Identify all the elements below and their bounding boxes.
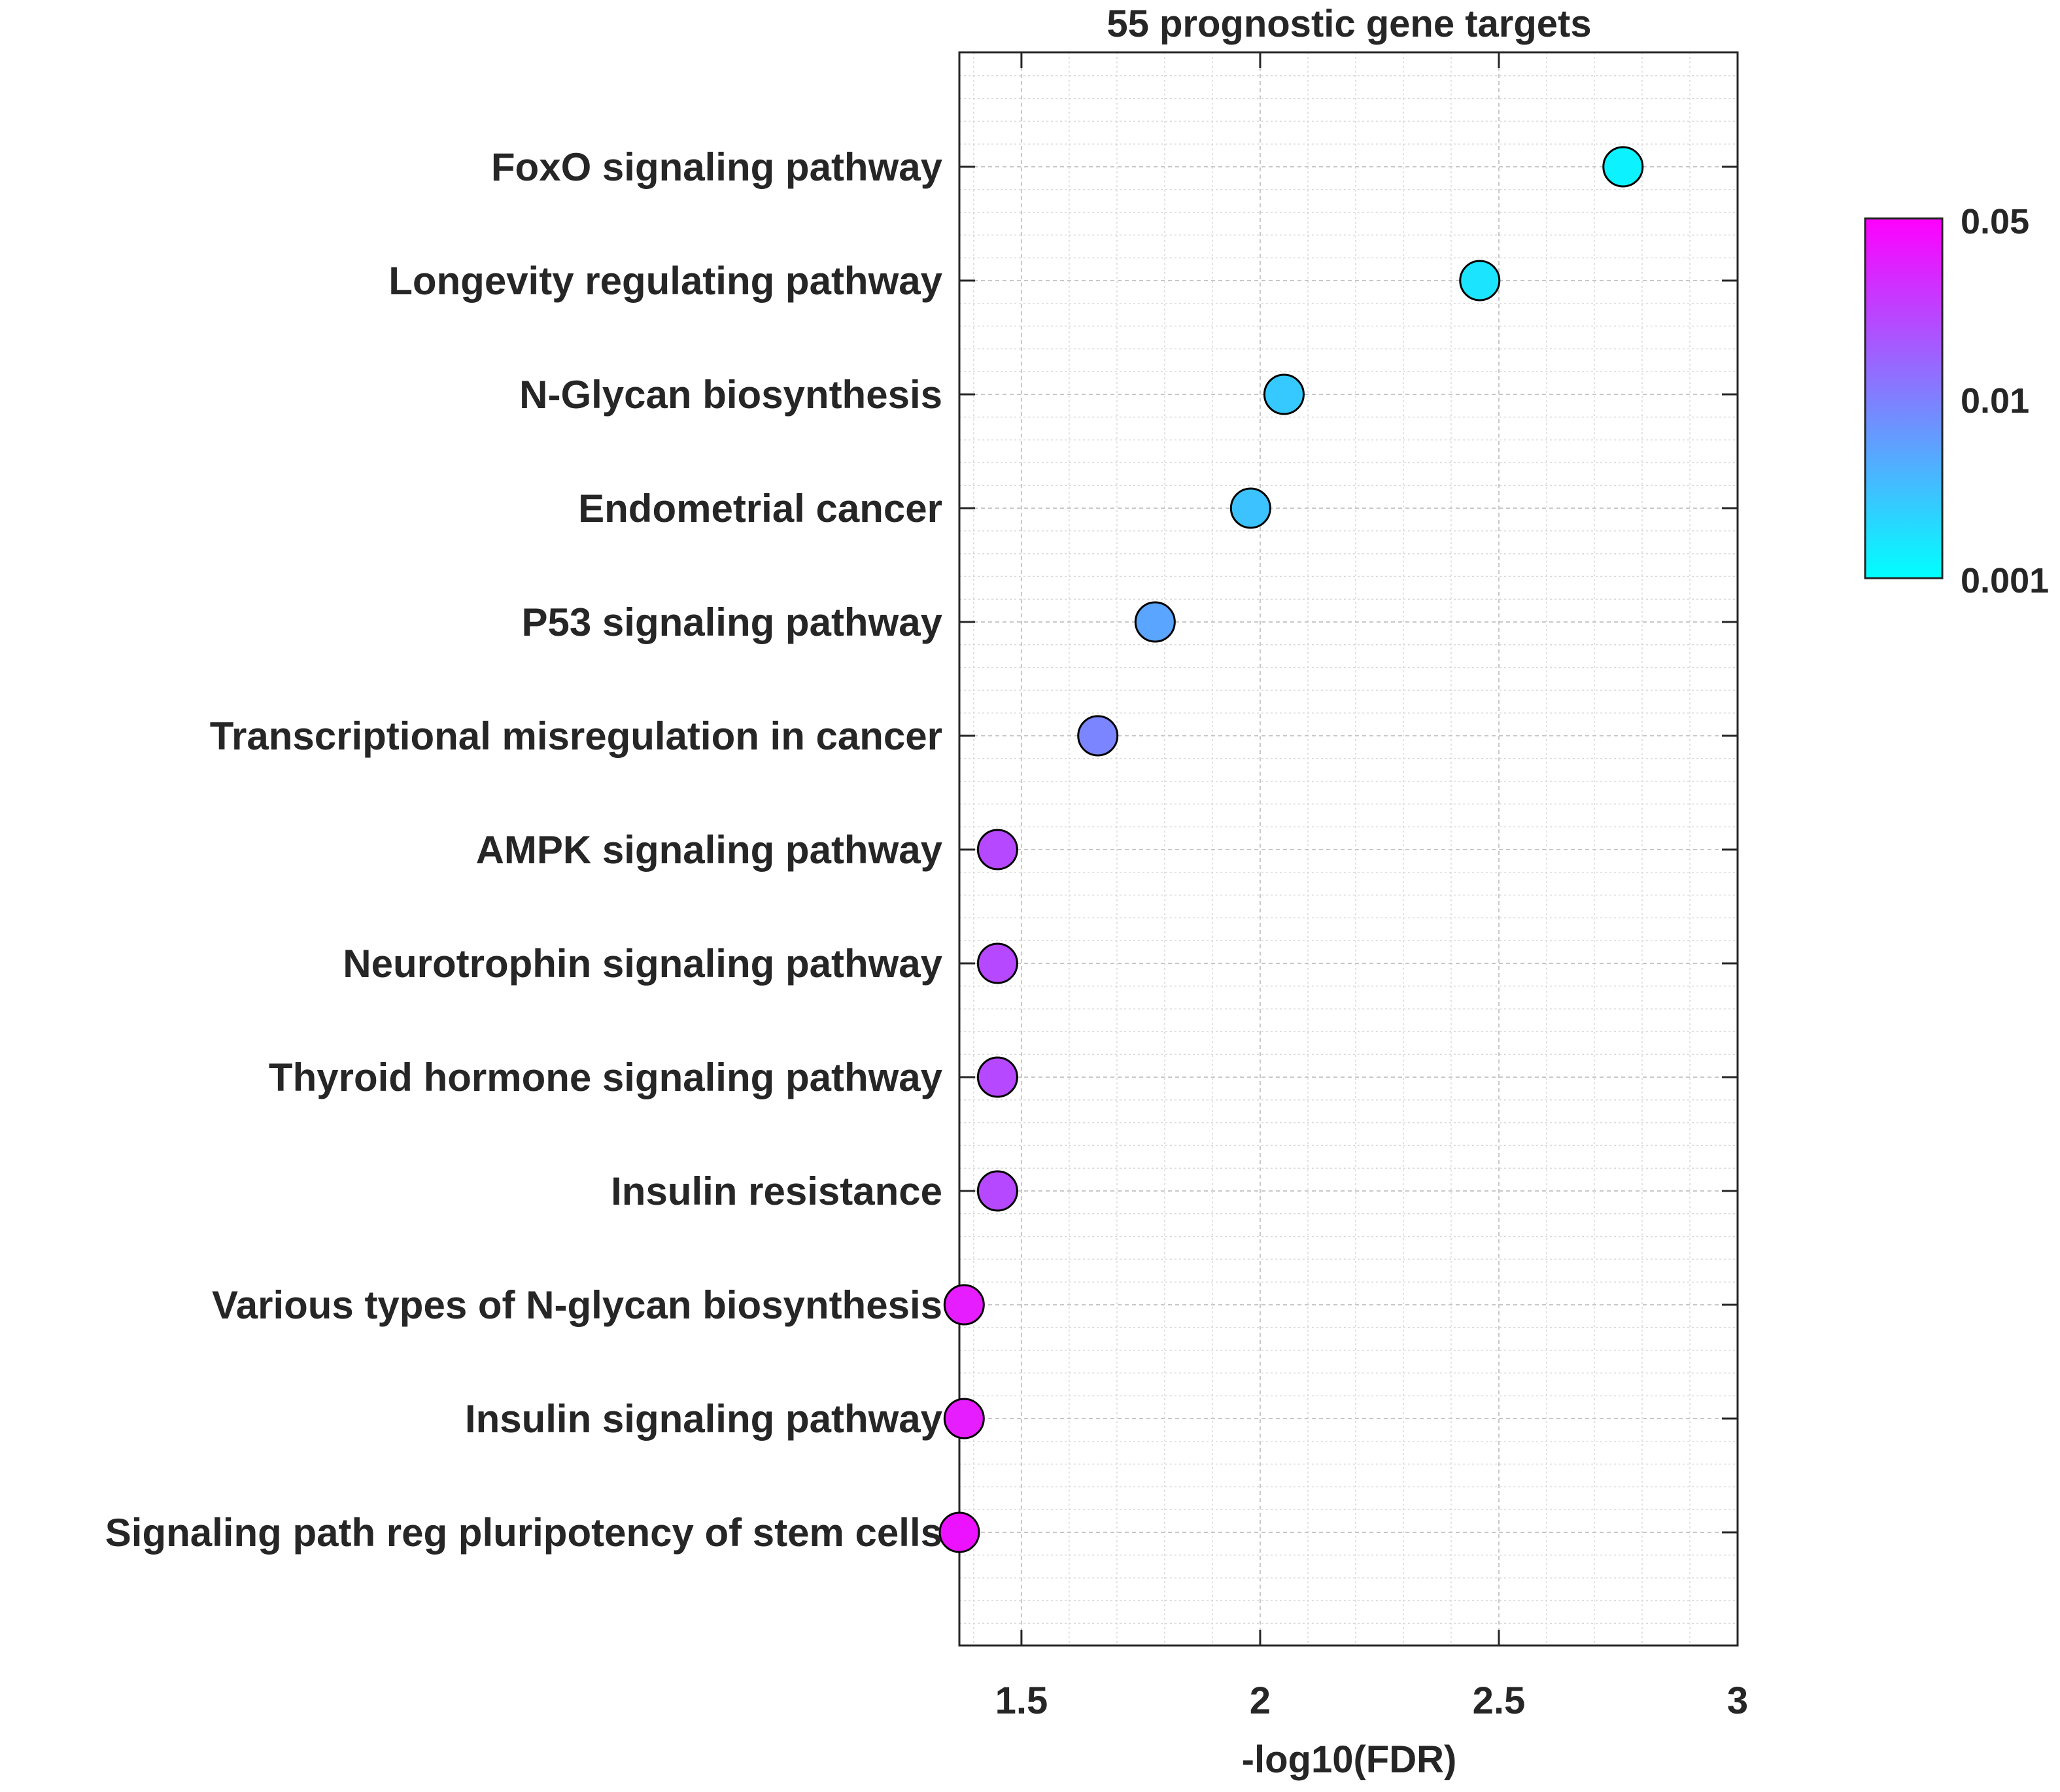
y-category-label: P53 signaling pathway — [521, 600, 942, 644]
data-point[interactable] — [938, 1511, 980, 1553]
y-category-label: Insulin signaling pathway — [465, 1397, 943, 1441]
data-point[interactable] — [943, 1398, 985, 1439]
chart-title: 55 prognostic gene targets — [1107, 3, 1591, 45]
y-category-label: Neurotrophin signaling pathway — [343, 942, 942, 986]
data-point[interactable] — [976, 1170, 1018, 1212]
y-category-label: Longevity regulating pathway — [388, 259, 942, 303]
y-category-label: Transcriptional misregulation in cancer — [210, 714, 942, 758]
y-category-label: Thyroid hormone signaling pathway — [269, 1056, 943, 1099]
plot-frame — [958, 51, 1739, 1647]
data-point[interactable] — [1077, 715, 1119, 757]
x-tick-label: 2.5 — [1473, 1680, 1526, 1722]
data-point[interactable] — [1459, 260, 1501, 302]
data-point[interactable] — [976, 942, 1018, 984]
y-category-label: Endometrial cancer — [578, 487, 942, 530]
x-tick-label: 2 — [1250, 1680, 1271, 1722]
y-axis-category-labels: FoxO signaling pathway Longevity regulati… — [105, 145, 943, 1555]
data-point[interactable] — [943, 1284, 985, 1326]
data-point[interactable] — [976, 1056, 1018, 1098]
data-point[interactable] — [1602, 146, 1644, 188]
y-category-label: Insulin resistance — [611, 1169, 942, 1213]
data-point[interactable] — [1134, 601, 1176, 643]
colorbar-label-top: 0.05 — [1961, 202, 2029, 241]
x-axis-label: -log10(FDR) — [1242, 1738, 1457, 1781]
y-category-label: Various types of N-glycan biosynthesis — [212, 1283, 942, 1327]
data-point[interactable] — [1263, 373, 1305, 415]
y-category-label: Signaling path reg pluripotency of stem … — [105, 1511, 942, 1555]
x-tick-label: 3 — [1727, 1680, 1748, 1722]
data-point[interactable] — [1229, 487, 1271, 529]
colorbar-label-mid: 0.01 — [1961, 381, 2029, 421]
grid-lines — [959, 52, 1738, 1646]
plot-area — [938, 51, 1739, 1647]
data-points — [938, 146, 1644, 1553]
colorbar-label-bottom: 0.001 — [1961, 561, 2049, 600]
y-category-label: FoxO signaling pathway — [491, 145, 943, 189]
colorbar-gradient — [1864, 217, 1944, 579]
y-category-label: N-Glycan biosynthesis — [519, 373, 942, 417]
y-category-label: AMPK signaling pathway — [476, 828, 943, 872]
colorbar: 0.05 0.01 0.001 — [1864, 202, 2049, 600]
x-tick-label: 1.5 — [995, 1680, 1048, 1722]
data-point[interactable] — [976, 829, 1018, 870]
x-axis-tick-labels: 1.5 2 2.5 3 — [995, 1680, 1749, 1722]
